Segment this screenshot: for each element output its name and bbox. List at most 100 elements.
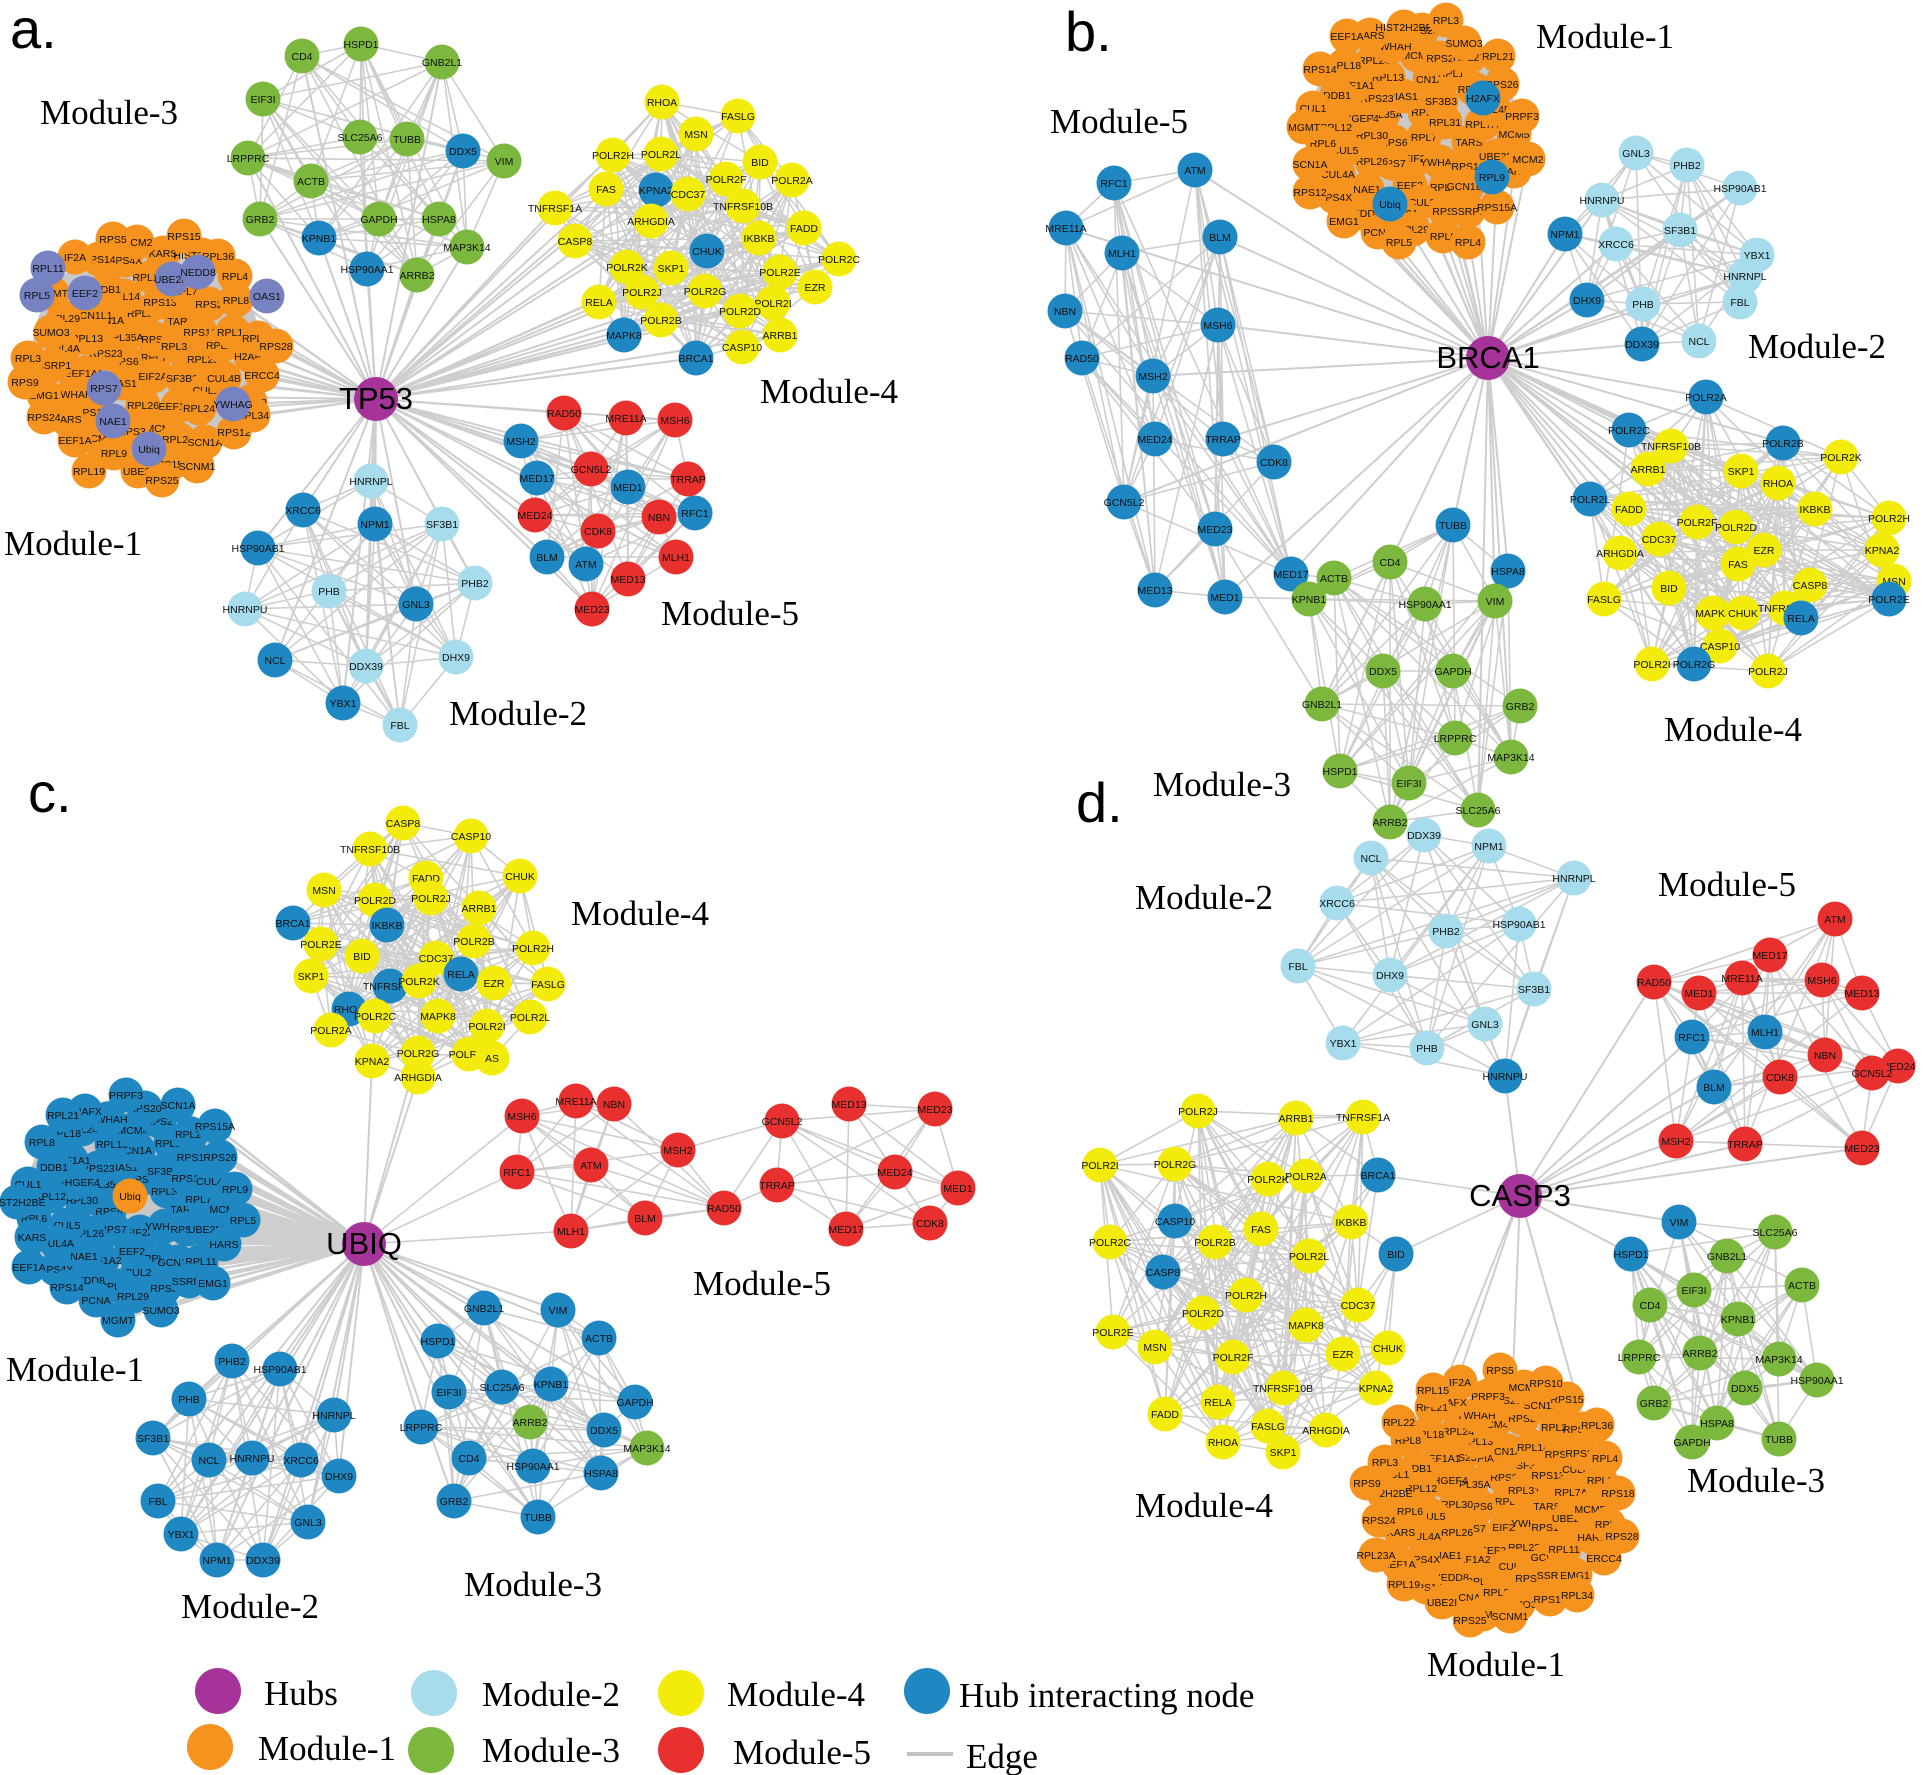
svg-text:NAE1: NAE1 xyxy=(1353,184,1381,196)
svg-text:HNRNPU: HNRNPU xyxy=(230,1453,275,1465)
svg-text:NBN: NBN xyxy=(1814,1050,1836,1062)
svg-text:YBX1: YBX1 xyxy=(330,698,357,710)
svg-text:TNFRSF10B: TNFRSF10B xyxy=(713,201,773,213)
svg-text:POLR2L: POLR2L xyxy=(1289,1251,1329,1263)
svg-text:CASP8: CASP8 xyxy=(1146,1267,1181,1279)
svg-text:c.: c. xyxy=(28,761,72,824)
svg-text:Module-2: Module-2 xyxy=(449,694,587,733)
svg-text:POLR2F: POLR2F xyxy=(706,174,747,186)
svg-text:DHX9: DHX9 xyxy=(1376,970,1404,982)
svg-text:RPS9: RPS9 xyxy=(1353,1478,1381,1490)
svg-text:RHOA: RHOA xyxy=(1763,478,1793,490)
svg-text:POLR2G: POLR2G xyxy=(397,1048,440,1060)
svg-text:Hub interacting node: Hub interacting node xyxy=(959,1676,1254,1715)
svg-text:FBL: FBL xyxy=(1730,297,1749,309)
svg-text:DHX9: DHX9 xyxy=(1573,295,1601,307)
svg-text:RAD50: RAD50 xyxy=(707,1203,741,1215)
svg-text:Module-4: Module-4 xyxy=(1135,1486,1273,1525)
svg-text:POLR2B: POLR2B xyxy=(1194,1237,1235,1249)
svg-text:ARRB2: ARRB2 xyxy=(512,1417,547,1429)
svg-text:RPL24: RPL24 xyxy=(183,403,215,415)
svg-text:TRRAP: TRRAP xyxy=(1727,1139,1763,1151)
svg-text:POLR2G: POLR2G xyxy=(1154,1159,1197,1171)
svg-text:NCL: NCL xyxy=(264,655,285,667)
svg-text:CASP10: CASP10 xyxy=(1155,1216,1195,1228)
svg-text:FADD: FADD xyxy=(1615,504,1643,516)
svg-text:MED17: MED17 xyxy=(828,1224,863,1236)
svg-text:SCN1A: SCN1A xyxy=(160,1100,195,1112)
svg-text:MED13: MED13 xyxy=(610,574,645,586)
svg-text:PHB2: PHB2 xyxy=(461,578,489,590)
svg-text:TNFRSF10B: TNFRSF10B xyxy=(1641,441,1701,453)
svg-text:NBN: NBN xyxy=(648,512,670,524)
svg-text:HIST2H2BE: HIST2H2BE xyxy=(0,1197,46,1209)
svg-text:PRPF3: PRPF3 xyxy=(1471,1391,1505,1403)
svg-text:POLR2G: POLR2G xyxy=(1673,659,1716,671)
svg-text:GRB2: GRB2 xyxy=(440,1496,469,1508)
svg-text:SKP1: SKP1 xyxy=(1728,466,1755,478)
svg-text:RFC1: RFC1 xyxy=(1678,1032,1706,1044)
svg-text:POLR2K: POLR2K xyxy=(398,976,439,988)
svg-text:FADD: FADD xyxy=(1151,1409,1179,1421)
svg-text:ERCC4: ERCC4 xyxy=(244,370,280,382)
svg-text:MRE11A: MRE11A xyxy=(555,1096,596,1108)
svg-text:KARS: KARS xyxy=(149,248,178,260)
svg-text:PHB: PHB xyxy=(1632,299,1654,311)
svg-text:RPL5: RPL5 xyxy=(1386,237,1412,249)
svg-text:Ubiq: Ubiq xyxy=(1379,199,1401,211)
svg-text:VIM: VIM xyxy=(549,1305,568,1317)
svg-text:HNRNPU: HNRNPU xyxy=(1483,1071,1528,1083)
svg-text:MED24: MED24 xyxy=(1137,434,1172,446)
svg-text:DDX5: DDX5 xyxy=(449,146,477,158)
svg-text:MED23: MED23 xyxy=(1197,524,1232,536)
svg-text:LRPPRC: LRPPRC xyxy=(400,1422,443,1434)
svg-text:MED1: MED1 xyxy=(1684,988,1713,1000)
svg-text:Module-3: Module-3 xyxy=(482,1731,620,1770)
svg-text:Module-2: Module-2 xyxy=(1135,878,1273,917)
svg-text:IKBKB: IKBKB xyxy=(744,233,775,245)
svg-text:MED13: MED13 xyxy=(1844,988,1879,1000)
svg-text:RPL22: RPL22 xyxy=(1383,1417,1415,1429)
svg-text:GCN5L2: GCN5L2 xyxy=(1852,1068,1893,1080)
svg-text:Module-2: Module-2 xyxy=(181,1587,319,1626)
svg-text:RPS15A: RPS15A xyxy=(195,1121,235,1133)
svg-text:RPS14: RPS14 xyxy=(1303,64,1336,76)
svg-text:YBX1: YBX1 xyxy=(168,1529,195,1541)
svg-text:BID: BID xyxy=(751,157,769,169)
svg-text:KPNB1: KPNB1 xyxy=(302,233,337,245)
svg-text:NCL: NCL xyxy=(1360,853,1381,865)
svg-text:BRCA1: BRCA1 xyxy=(678,353,713,365)
svg-text:HNRNPL: HNRNPL xyxy=(1552,873,1595,885)
svg-text:DDX5: DDX5 xyxy=(1369,666,1397,678)
svg-text:POLR2K: POLR2K xyxy=(606,262,647,274)
svg-text:CDC37: CDC37 xyxy=(419,953,454,965)
svg-text:XRCC6: XRCC6 xyxy=(1598,239,1634,251)
svg-text:MCM2: MCM2 xyxy=(1513,154,1544,166)
svg-text:LRPPRC: LRPPRC xyxy=(1434,733,1477,745)
svg-text:HSP90AA1: HSP90AA1 xyxy=(340,264,393,276)
svg-text:POLR2F: POLR2F xyxy=(1677,517,1718,529)
svg-text:PCNA: PCNA xyxy=(81,1295,110,1307)
svg-text:SLC25A6: SLC25A6 xyxy=(480,1382,525,1394)
svg-text:RPL26: RPL26 xyxy=(127,400,159,412)
svg-text:POLR2J: POLR2J xyxy=(411,893,451,905)
svg-text:HSP90AB1: HSP90AB1 xyxy=(1492,919,1545,931)
svg-text:VIM: VIM xyxy=(1486,596,1505,608)
svg-text:RPL36: RPL36 xyxy=(1581,1420,1613,1432)
svg-text:KPNB1: KPNB1 xyxy=(1292,594,1327,606)
svg-text:RPS12: RPS12 xyxy=(1533,1594,1566,1606)
svg-text:SKP1: SKP1 xyxy=(1270,1447,1297,1459)
svg-text:KPNA2: KPNA2 xyxy=(639,185,674,197)
svg-text:HNRNPU: HNRNPU xyxy=(1580,195,1625,207)
svg-text:UBE2I: UBE2I xyxy=(1427,1597,1457,1609)
svg-text:RPS14: RPS14 xyxy=(50,1282,83,1294)
svg-text:GCN1L1: GCN1L1 xyxy=(72,310,113,322)
svg-text:POLR2C: POLR2C xyxy=(818,254,860,266)
svg-text:Module-3: Module-3 xyxy=(464,1565,602,1604)
svg-text:FASLG: FASLG xyxy=(1587,594,1621,606)
svg-text:EEF2: EEF2 xyxy=(72,288,98,300)
svg-text:CDK8: CDK8 xyxy=(584,526,612,538)
svg-text:POLR2A: POLR2A xyxy=(1285,1171,1326,1183)
svg-text:HSPA8: HSPA8 xyxy=(1700,1418,1734,1430)
svg-text:SSRP1: SSRP1 xyxy=(1451,206,1486,218)
